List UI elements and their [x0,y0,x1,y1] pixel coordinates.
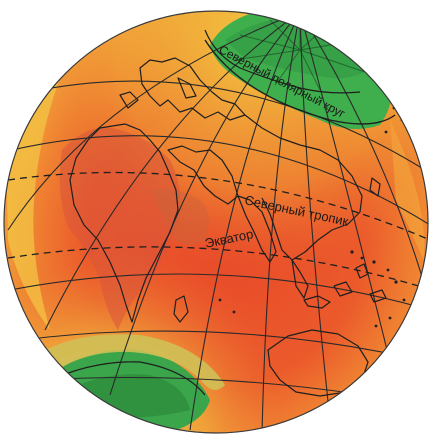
globe-outline [3,10,429,434]
meridian-lines [7,11,427,433]
arctic-circle-line [204,39,396,125]
